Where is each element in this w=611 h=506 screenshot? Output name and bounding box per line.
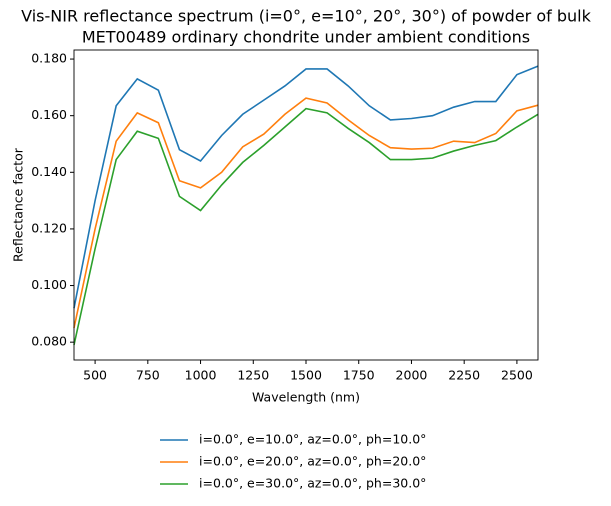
y-tick-label: 0.120 (31, 220, 67, 235)
x-tick-label: 1500 (290, 368, 322, 383)
series-line (73, 97, 539, 329)
y-tick-label: 0.180 (31, 51, 67, 66)
x-tick-label: 1250 (237, 368, 269, 383)
x-tick-label: 2250 (448, 368, 480, 383)
legend-label: i=0.0°, e=20.0°, az=0.0°, ph=20.0° (199, 454, 426, 469)
legend-label: i=0.0°, e=10.0°, az=0.0°, ph=10.0° (199, 432, 426, 447)
x-tick-label: 2500 (501, 368, 533, 383)
y-tick-label: 0.100 (31, 277, 67, 292)
y-tick-label: 0.080 (31, 334, 67, 349)
plot-frame (73, 49, 539, 361)
series-line (73, 65, 539, 309)
chart-title: Vis-NIR reflectance spectrum (i=0°, e=10… (21, 7, 591, 26)
series-line (73, 107, 539, 346)
y-axis-label: Reflectance factor (11, 147, 26, 262)
y-tick-label: 0.140 (31, 164, 67, 179)
x-tick-label: 2000 (396, 368, 428, 383)
x-tick-label: 1000 (185, 368, 217, 383)
x-tick-label: 500 (83, 368, 107, 383)
x-axis-label: Wavelength (nm) (252, 390, 360, 405)
x-tick-label: 750 (136, 368, 160, 383)
chart-title: MET00489 ordinary chondrite under ambien… (82, 28, 530, 47)
legend-label: i=0.0°, e=30.0°, az=0.0°, ph=30.0° (199, 476, 426, 491)
x-tick-label: 1750 (343, 368, 375, 383)
y-tick-label: 0.160 (31, 107, 67, 122)
